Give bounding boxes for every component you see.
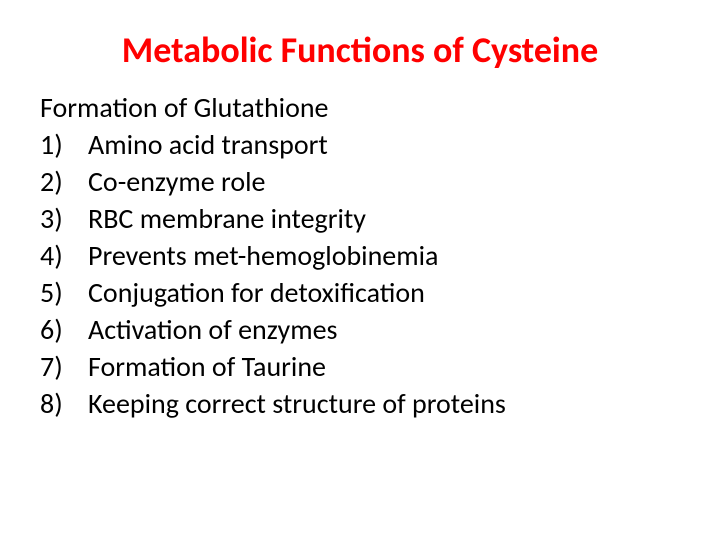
list-item: 3) RBC membrane integrity — [40, 201, 680, 236]
list-item: 2) Co-enzyme role — [40, 164, 680, 199]
list-item: 1) Amino acid transport — [40, 127, 680, 162]
list-text: Activation of enzymes — [88, 312, 680, 347]
list-number: 5) — [40, 275, 88, 310]
list-text: RBC membrane integrity — [88, 201, 680, 236]
list-text: Conjugation for detoxification — [88, 275, 680, 310]
list-number: 1) — [40, 127, 88, 162]
list-number: 4) — [40, 238, 88, 273]
list-item: 7) Formation of Taurine — [40, 349, 680, 384]
list-item: 6) Activation of enzymes — [40, 312, 680, 347]
list-number: 3) — [40, 201, 88, 236]
list-item: 8) Keeping correct structure of proteins — [40, 386, 680, 421]
subtitle: Formation of Glutathione — [40, 90, 680, 125]
list-number: 6) — [40, 312, 88, 347]
list-item: 5) Conjugation for detoxification — [40, 275, 680, 310]
list-number: 8) — [40, 386, 88, 421]
list-text: Keeping correct structure of proteins — [88, 386, 680, 421]
list-text: Prevents met-hemoglobinemia — [88, 238, 680, 273]
list-text: Formation of Taurine — [88, 349, 680, 384]
list-number: 7) — [40, 349, 88, 384]
list-text: Co-enzyme role — [88, 164, 680, 199]
list-text: Amino acid transport — [88, 127, 680, 162]
slide-title: Metabolic Functions of Cysteine — [40, 28, 680, 72]
list-number: 2) — [40, 164, 88, 199]
function-list: 1) Amino acid transport 2) Co-enzyme rol… — [40, 127, 680, 421]
list-item: 4) Prevents met-hemoglobinemia — [40, 238, 680, 273]
